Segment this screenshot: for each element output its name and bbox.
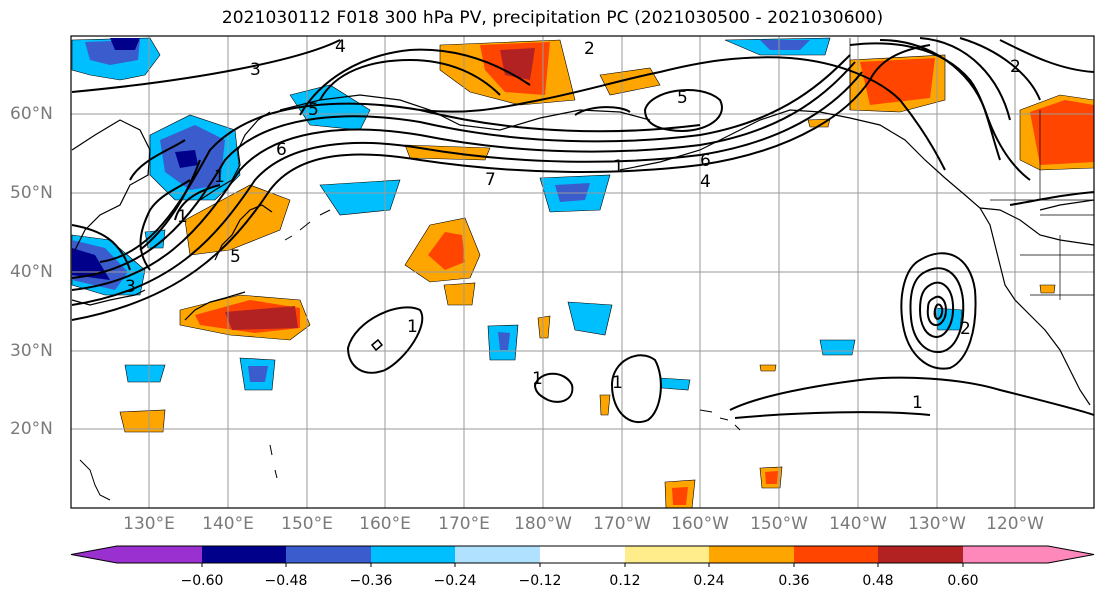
lat-label: 60°N [10, 104, 53, 124]
lat-label: 30°N [10, 341, 53, 361]
negative-anomaly-area [248, 366, 268, 382]
pv-contours [71, 37, 1094, 423]
contour-label: 1 [177, 207, 188, 227]
positive-anomaly-area [1039, 284, 1056, 294]
negative-anomaly-area [819, 339, 856, 356]
colorbar-segment [709, 546, 794, 563]
colorbar-tick-label: 0.12 [609, 573, 641, 589]
lon-label: 170°W [593, 514, 651, 534]
map-frame [70, 35, 1095, 509]
contour-label: 6 [276, 140, 287, 160]
colorbar-tick-label: −0.36 [349, 573, 393, 589]
coastlines [71, 94, 1094, 406]
lon-label: 120°W [986, 514, 1044, 534]
islands [79, 209, 741, 501]
negative-anomaly-area [319, 179, 401, 216]
contour-label: 2 [584, 39, 595, 59]
positive-anomaly-area [807, 118, 831, 128]
colorbar-tick-label: 0.60 [947, 573, 979, 589]
negative-anomaly-area [175, 150, 198, 168]
contour-label: 5 [677, 88, 688, 108]
positive-anomaly-area [759, 364, 777, 372]
lon-label: 150°W [750, 514, 808, 534]
colorbar-segment [878, 546, 963, 563]
negative-anomaly-area [659, 377, 691, 391]
positive-anomaly-area [1030, 100, 1094, 165]
positive-anomaly-area [860, 58, 935, 105]
contour-label: 2 [960, 319, 971, 339]
lat-label: 20°N [10, 419, 53, 439]
lon-label: 150°E [281, 514, 333, 534]
colorbar-segment [455, 546, 540, 563]
positive-anomaly-area [119, 409, 166, 433]
colorbar-segment [963, 546, 1048, 563]
colorbar [70, 545, 1095, 567]
lon-label: 160°E [359, 514, 411, 534]
lon-label: 130°W [908, 514, 966, 534]
lon-label: 140°E [202, 514, 254, 534]
contour-labels: 1 1 1 1 1 1 1 2 2 2 3 3 4 4 5 5 5 6 6 7 [125, 37, 1021, 413]
lat-label: 40°N [10, 262, 53, 282]
lon-label: 130°E [123, 514, 175, 534]
borders [849, 38, 1094, 300]
lat-label: 50°N [10, 183, 53, 203]
positive-anomaly-area [443, 282, 476, 306]
colorbar-tick-label: −0.48 [264, 573, 308, 589]
colorbar-segment [794, 546, 878, 563]
negative-anomaly-area [110, 38, 140, 50]
contour-label: 5 [308, 100, 319, 120]
negative-anomaly-area [498, 332, 510, 350]
contour-label: 2 [1010, 57, 1021, 77]
colorbar-extend-max [1048, 546, 1094, 563]
colorbar-segment [540, 546, 625, 563]
lon-label: 170°E [438, 514, 490, 534]
lon-label: 180°W [514, 514, 572, 534]
contour-label: 5 [230, 247, 241, 267]
negative-anomaly-area [760, 40, 810, 50]
contour-label: 1 [613, 157, 624, 177]
contour-label: 6 [700, 151, 711, 171]
negative-anomaly-area [124, 364, 166, 383]
positive-anomaly-area [765, 471, 778, 484]
positive-anomaly-area [537, 315, 551, 339]
colorbar-segment [371, 546, 455, 563]
map-grid [71, 36, 1094, 508]
negative-anomaly-area [567, 301, 613, 336]
colorbar-segment [202, 546, 286, 563]
positive-anomaly-area [672, 487, 688, 505]
contour-label: 1 [407, 317, 418, 337]
colorbar-extend-min [71, 546, 117, 563]
lon-label: 160°W [671, 514, 729, 534]
colorbar-outline [70, 545, 1095, 564]
colorbar-tick-label: 0.48 [862, 573, 894, 589]
lon-label: 140°W [829, 514, 887, 534]
map-title: 2021030112 F018 300 hPa PV, precipitatio… [221, 8, 884, 28]
contour-label: 1 [912, 393, 923, 413]
contour-label: 3 [125, 277, 136, 297]
positive-anomaly-area [428, 232, 465, 270]
positive-anomaly-area [599, 394, 611, 416]
contour-label: 4 [700, 172, 711, 192]
contour-label: 1 [532, 369, 543, 389]
colorbar-tick-label: −0.24 [433, 573, 477, 589]
colorbar-tick-label: 0.36 [778, 573, 810, 589]
colorbar-segment [625, 546, 709, 563]
colorbar-tick-label: 0.24 [693, 573, 725, 589]
colorbar-tick-label: −0.60 [180, 573, 224, 589]
contour-label: 7 [485, 170, 496, 190]
contour-label: 1 [214, 167, 225, 187]
contour-label: 3 [250, 60, 261, 80]
colorbar-tick-label: −0.12 [518, 573, 562, 589]
colorbar-segment [117, 546, 202, 563]
contour-label: 4 [335, 37, 346, 57]
contour-label: 1 [612, 373, 623, 393]
colorbar-segment [286, 546, 371, 563]
positive-anomaly-area [225, 306, 298, 330]
